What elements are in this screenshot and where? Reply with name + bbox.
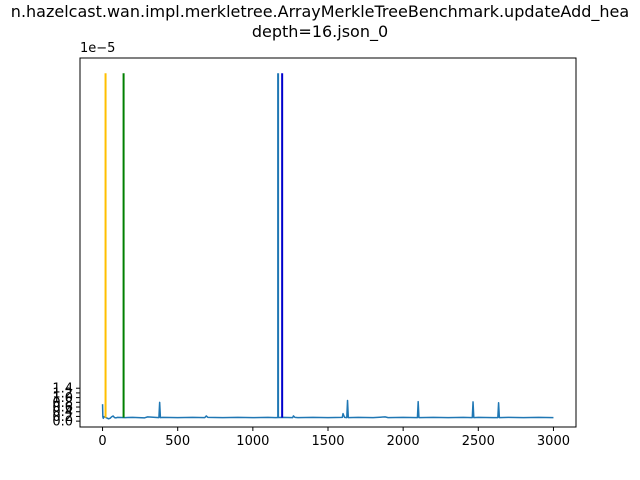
y-tick-label: 0.4 <box>52 405 73 420</box>
y-tick-label: 1.4 <box>52 382 73 397</box>
x-tick-label: 1000 <box>236 434 269 449</box>
x-tick-label: 500 <box>165 434 190 449</box>
y-tick-label: 1.2 <box>52 386 73 401</box>
x-tick-label: 3000 <box>537 434 570 449</box>
series-line-0 <box>101 399 554 420</box>
x-axis: 0 500 1000 1500 2000 2500 3000 <box>98 427 570 449</box>
chart-title-line-2: depth=16.json_0 <box>252 22 388 42</box>
y-axis-offset-text: 1e−5 <box>80 41 115 56</box>
axes-frame <box>79 57 577 428</box>
y-tick-label: 0.6 <box>52 401 73 416</box>
y-axis: 0.00.20.40.60.81.01.21.4 <box>52 382 80 430</box>
y-tick-label: 1.0 <box>52 391 73 406</box>
y-tick-label: 0.8 <box>52 396 73 411</box>
plot-area <box>101 73 554 420</box>
x-tick-label: 0 <box>98 434 106 449</box>
x-tick-label: 1500 <box>311 434 344 449</box>
x-tick-label: 2000 <box>387 434 420 449</box>
chart-title-line-1: n.hazelcast.wan.impl.merkletree.ArrayMer… <box>11 2 629 22</box>
x-tick-label: 2500 <box>462 434 495 449</box>
y-tick-label: 0.0 <box>52 415 73 430</box>
y-tick-label: 0.2 <box>52 410 73 425</box>
